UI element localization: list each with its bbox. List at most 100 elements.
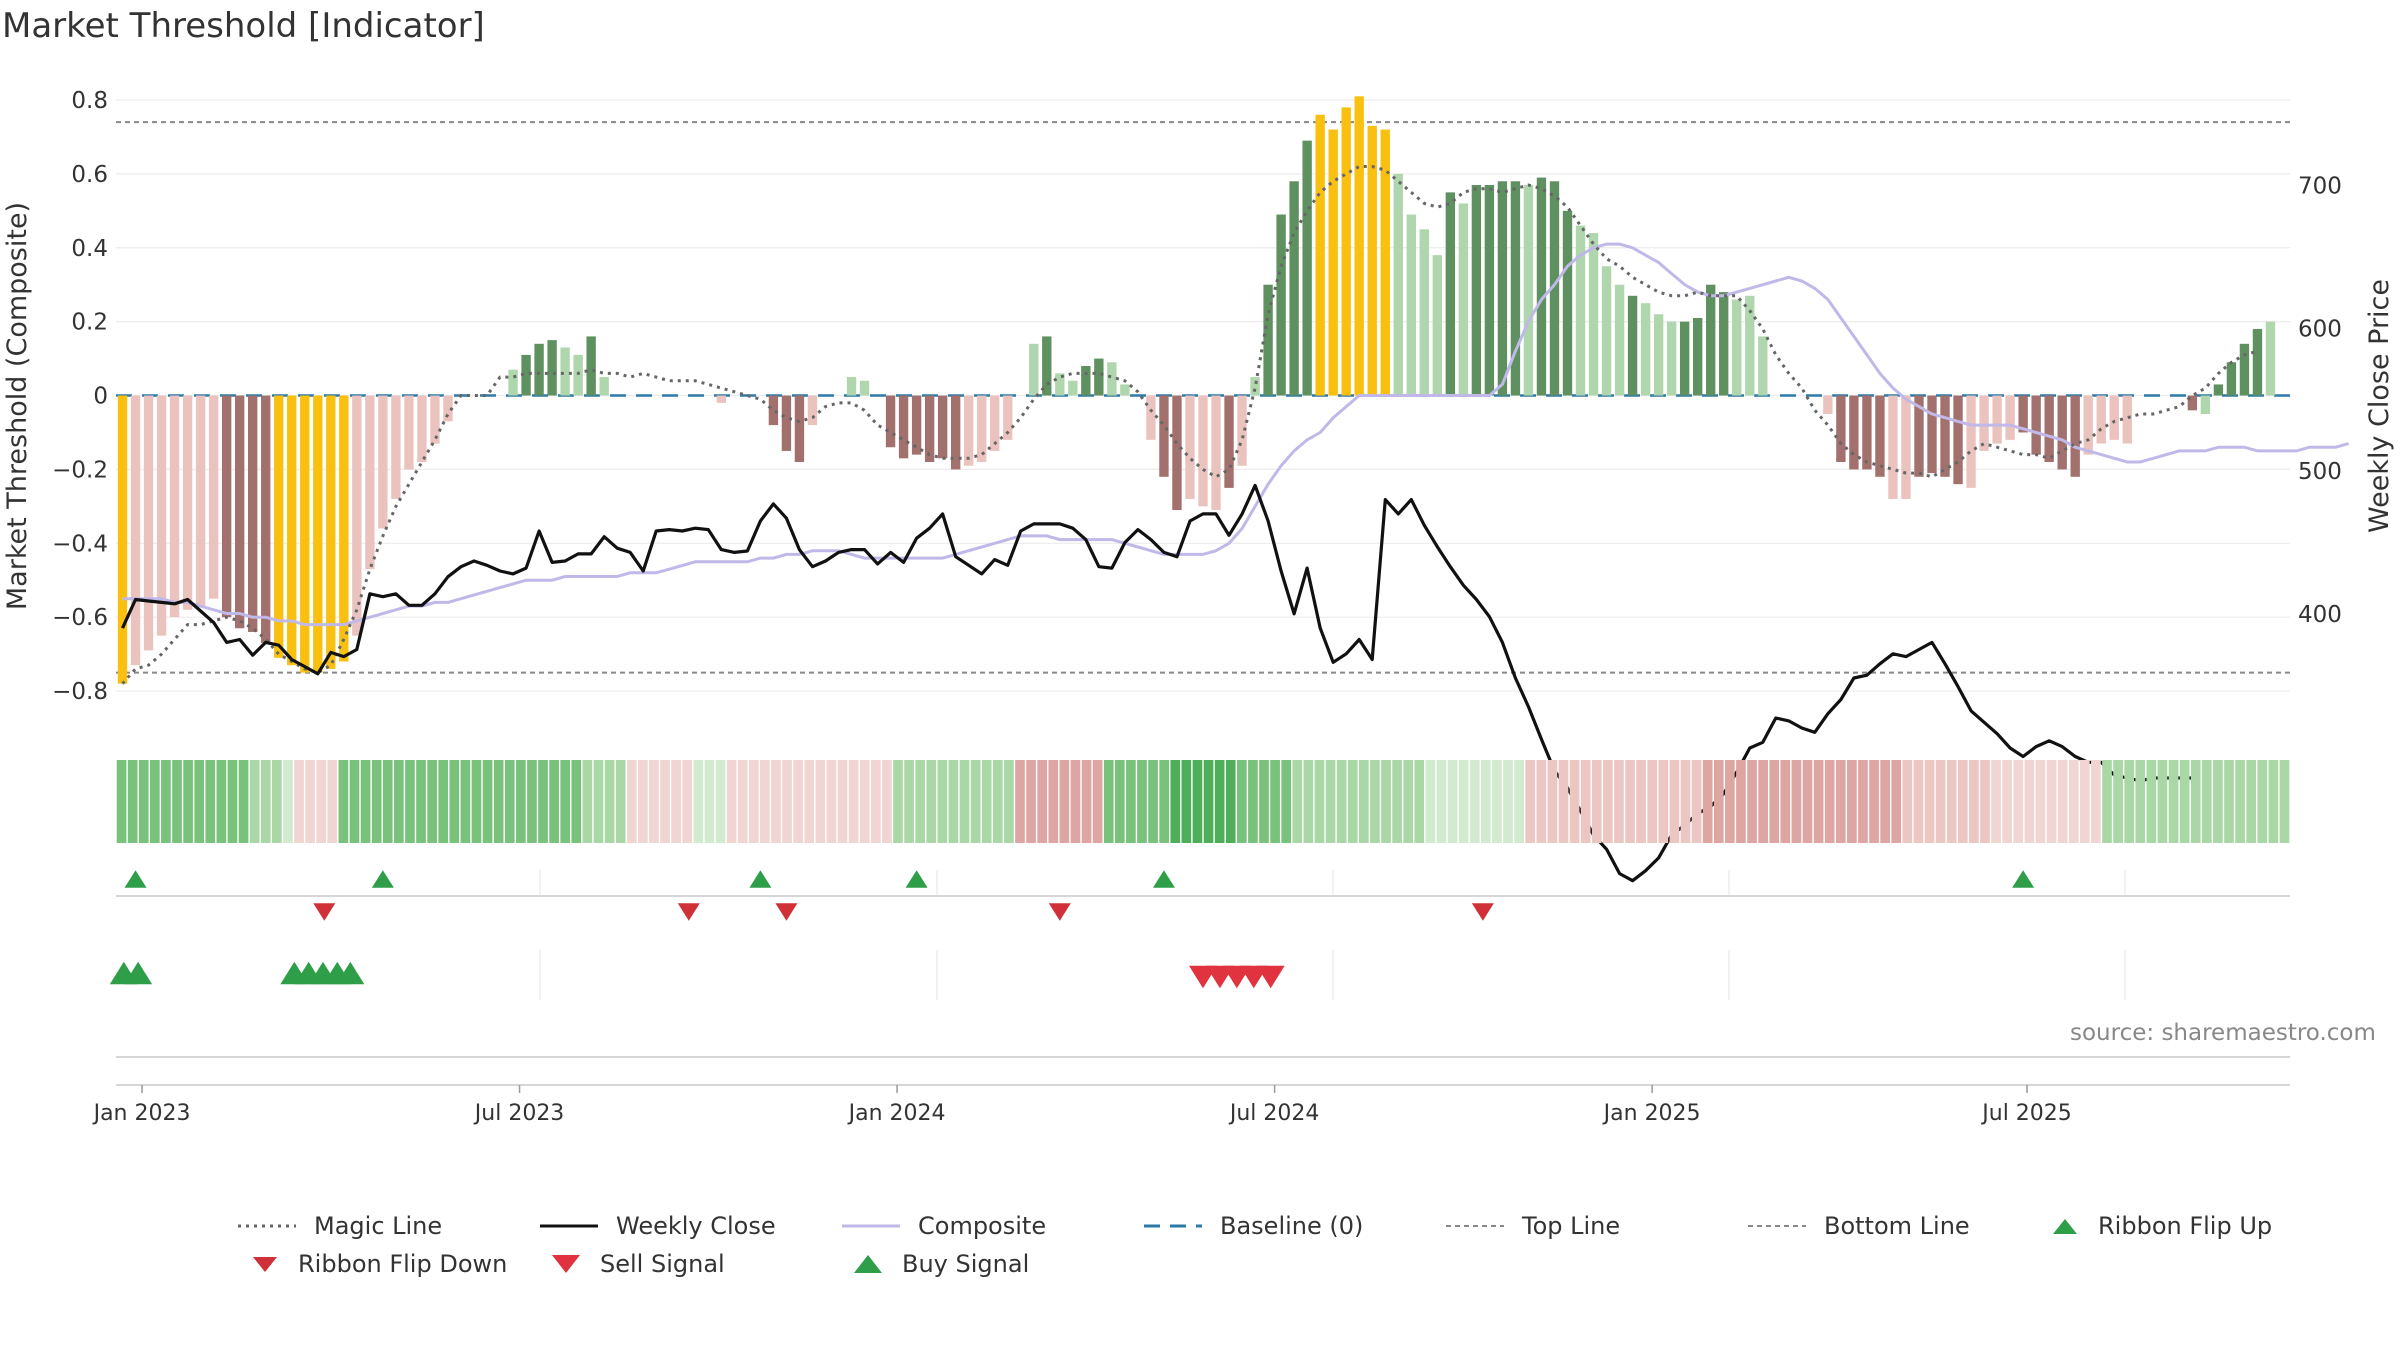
ribbon-cell xyxy=(1647,760,1658,843)
ribbon-cell xyxy=(516,760,526,843)
ribbon-cell xyxy=(1680,760,1691,843)
ribbon-cell xyxy=(294,760,304,843)
composite-bar xyxy=(274,395,284,658)
composite-bar xyxy=(846,377,857,396)
composite-bar xyxy=(1706,284,1716,396)
ribbon-cell xyxy=(1081,760,1092,843)
signal-rows xyxy=(109,870,2290,1058)
composite-bar xyxy=(1679,321,1690,396)
ribbon-cell xyxy=(194,760,205,843)
ribbon-cell xyxy=(593,760,604,843)
x-tick-label: Jul 2025 xyxy=(1980,1101,2072,1126)
ribbon-cell xyxy=(1336,760,1347,843)
composite-bar xyxy=(1692,317,1703,396)
composite-bar xyxy=(2070,395,2080,477)
buy-signal-marker xyxy=(336,961,365,985)
ribbon-cell xyxy=(782,760,792,843)
ribbon-cell xyxy=(2013,760,2024,843)
ribbon-cell xyxy=(2257,760,2268,843)
composite-bar xyxy=(1562,210,1573,396)
ribbon-cell xyxy=(1957,760,1968,843)
composite-bar xyxy=(1328,129,1338,396)
composite-bar xyxy=(1068,380,1078,396)
composite-bar xyxy=(2265,321,2276,396)
ribbon-cell xyxy=(2201,760,2212,843)
ribbon-cell xyxy=(1558,760,1569,843)
composite-bar xyxy=(1029,343,1039,396)
ribbon-cell xyxy=(2091,760,2101,843)
composite-bar xyxy=(339,395,349,662)
composite-bar xyxy=(586,336,596,396)
composite-bar xyxy=(1211,395,1221,511)
composite-bar xyxy=(1849,395,1859,470)
composite-bar xyxy=(560,347,570,396)
right-tick-label: 500 xyxy=(2298,459,2342,485)
ribbon-cell xyxy=(1148,760,1158,843)
ribbon-cell xyxy=(1824,760,1835,843)
ribbon-cell xyxy=(571,760,582,843)
ribbon-cell xyxy=(582,760,593,843)
composite-bar xyxy=(2213,384,2224,396)
sell-signal-marker xyxy=(1256,965,1285,989)
ribbon-cell xyxy=(1048,760,1059,843)
ribbon-cell xyxy=(205,760,216,843)
ribbon-cell xyxy=(1492,760,1502,843)
legend-item-ribbon-flip-down: Ribbon Flip Down xyxy=(250,1250,507,1278)
triangle-down-icon xyxy=(253,1257,277,1272)
legend-item-bottom-line: Bottom Line xyxy=(1748,1212,1970,1240)
x-axis: Jan 2023 Jul 2023 Jan 2024 Jul 2024 Jan 2025… xyxy=(92,1084,2290,1126)
market-threshold-chart: 0.8 0.6 0.4 0.2 0 −0.2 −0.4 −0.6 −0.8 700 600 500 40… xyxy=(2,88,2395,1126)
composite-bar xyxy=(716,395,727,403)
composite-bar xyxy=(599,377,609,396)
ribbon-cell xyxy=(493,760,504,843)
ribbon-cell xyxy=(2168,760,2179,843)
composite-bar xyxy=(1120,384,1130,396)
ribbon-cell xyxy=(1569,760,1580,843)
ribbon-cell xyxy=(460,760,471,843)
composite-bar xyxy=(1927,395,1937,474)
ribbon-cell xyxy=(371,760,382,843)
ribbon-cell xyxy=(416,760,426,843)
ribbon-cell xyxy=(1381,760,1391,843)
composite-bar xyxy=(1575,225,1586,396)
composite-bar xyxy=(1393,173,1403,396)
ribbon-cell xyxy=(1835,760,1846,843)
composite-bar xyxy=(1276,214,1286,396)
composite-bar xyxy=(1263,284,1273,396)
ribbon-cell xyxy=(1026,760,1036,843)
ribbon-cell xyxy=(316,760,327,843)
ribbon-cell xyxy=(138,760,149,843)
x-tick-label: Jul 2024 xyxy=(1228,1101,1320,1126)
ribbon-cell xyxy=(1880,760,1890,843)
legend-label: Composite xyxy=(918,1212,1047,1240)
ribbon-cell xyxy=(992,760,1003,843)
ribbon-cell xyxy=(1813,760,1824,843)
ribbon-cell xyxy=(1658,760,1669,843)
ribbon-cell xyxy=(471,760,482,843)
ribbon-cell xyxy=(327,760,338,843)
ribbon-cell xyxy=(538,760,548,843)
composite-bar xyxy=(1003,395,1013,440)
ribbon-cell xyxy=(1913,760,1924,843)
ribbon-cell xyxy=(183,760,193,843)
composite-bar xyxy=(573,354,583,396)
legend-label: Buy Signal xyxy=(902,1250,1030,1278)
ribbon-cell xyxy=(2235,760,2245,843)
composite-line xyxy=(122,242,2350,627)
legend-label: Ribbon Flip Down xyxy=(298,1250,508,1278)
ribbon-cell xyxy=(349,760,360,843)
composite-bar xyxy=(1614,284,1625,396)
left-tick-label: 0.4 xyxy=(71,236,108,262)
ribbon-cell xyxy=(1347,760,1358,843)
ribbon-cell xyxy=(1691,760,1702,843)
composite-bar xyxy=(1406,214,1416,396)
composite-bar xyxy=(1640,303,1651,396)
composite-bar xyxy=(1042,336,1052,396)
composite-bar xyxy=(2018,395,2028,433)
fine-dashed-line-icon xyxy=(1748,1225,1806,1227)
ribbon-cell xyxy=(560,760,571,843)
ribbon-cell xyxy=(1114,760,1125,843)
ribbon-cell xyxy=(249,760,260,843)
ribbon-cell xyxy=(1203,760,1214,843)
ribbon-cell xyxy=(937,760,948,843)
